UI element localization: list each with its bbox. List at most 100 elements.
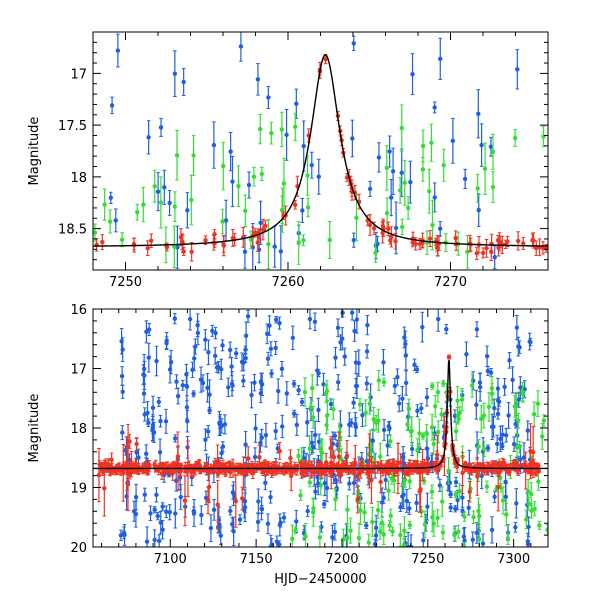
bottom-blue-point [167,367,173,372]
bottom-green-point [512,404,517,409]
bottom-blue-point [245,314,251,319]
top-blue-point [108,195,114,201]
top-red-point [100,239,105,245]
bottom-blue-point [144,539,150,544]
top-blue-point [432,195,437,200]
top-green-point [259,171,265,177]
bottom-red-point [125,482,131,487]
bottom-green-point [296,453,301,459]
bottom-blue-point [322,480,328,486]
bottom-green-point [457,488,462,494]
bottom-green-point [348,528,353,533]
bottom-red-point [435,452,440,457]
top-green-point [405,205,411,211]
top-green-point [305,205,311,210]
top-red-point [164,244,170,250]
bottom-green-point [362,510,367,515]
top-red-point [389,234,394,240]
top-y-tick-label: 18.5 [58,223,87,238]
top-green-point [512,135,518,141]
bottom-blue-point [252,454,258,460]
bottom-blue-point [185,418,190,424]
top-green-point [482,166,488,171]
bottom-blue-point [120,430,125,435]
top-blue-point [438,56,443,62]
top-blue-point [172,71,178,76]
bottom-blue-point [414,500,419,506]
bottom-red-point [145,468,151,473]
bottom-red-point [288,455,293,461]
bottom-green-point [422,522,428,527]
bottom-green-point [531,411,537,417]
top-blue-point [388,195,394,200]
bottom-green-point [500,498,506,503]
top-green-point [135,209,140,215]
bottom-green-point [358,507,363,513]
bottom-panel: 7100 7150 7200 7250 73001617181920MagnitudeH… [27,303,549,587]
top-blue-point [390,169,396,174]
bottom-blue-point [281,515,287,520]
top-blue-point [462,176,468,182]
bottom-blue-point [265,356,271,361]
bottom-green-point [476,508,481,513]
bottom-blue-point [205,429,211,434]
bottom-green-point [420,433,426,439]
top-green-point [427,188,432,194]
top-red-point [371,226,377,231]
top-red-point [427,236,433,241]
bottom-blue-point [403,380,409,386]
bottom-blue-point [474,327,480,332]
bottom-blue-point [485,368,491,374]
bottom-blue-point [206,350,211,355]
bottom-blue-point [351,480,357,486]
bottom-blue-point [514,501,519,506]
bottom-blue-point [222,422,228,427]
bottom-blue-point [470,537,476,542]
bottom-blue-point [273,317,279,322]
top-green-point [305,173,310,178]
bottom-blue-point [198,377,204,382]
top-green-point [384,165,390,171]
bottom-blue-point [178,494,183,500]
bottom-blue-point [210,328,215,334]
top-green-point [172,204,178,209]
bottom-green-point [370,519,375,525]
bottom-blue-point [249,392,254,398]
top-blue-point [488,144,494,149]
top-red-point [212,231,217,237]
top-green-point [172,244,177,250]
bottom-blue-point [274,539,280,544]
bottom-plot-area [93,309,548,547]
top-red-point [531,238,536,243]
bottom-green-point [537,523,542,528]
bottom-green-point [400,482,406,488]
bottom-green-point [526,501,531,507]
bottom-green-point [431,441,436,447]
bottom-blue-point [424,395,430,400]
bottom-red-point [205,498,211,503]
bottom-green-point [446,468,451,473]
bottom-green-point [532,506,537,511]
bottom-red-point [277,448,282,454]
bottom-green-point [477,514,482,519]
top-green-point [430,222,435,228]
bottom-blue-point [385,443,390,448]
bottom-blue-point [338,423,343,428]
bottom-blue-point [216,365,221,370]
bottom-green-point [381,379,387,385]
bottom-blue-point [405,544,411,547]
top-green-point [158,200,164,205]
bottom-blue-point [307,316,313,322]
bottom-blue-point [364,349,370,354]
bottom-blue-point [324,485,330,491]
top-green-point [141,202,146,207]
top-blue-point [238,44,244,49]
top-green-point [280,208,285,213]
top-blue-point [155,189,161,194]
top-red-point [221,243,227,248]
bottom-blue-point [173,511,178,516]
bottom-blue-point [412,362,417,368]
bottom-blue-point [495,398,501,403]
bottom-green-point [453,429,459,434]
top-blue-point [351,237,356,243]
